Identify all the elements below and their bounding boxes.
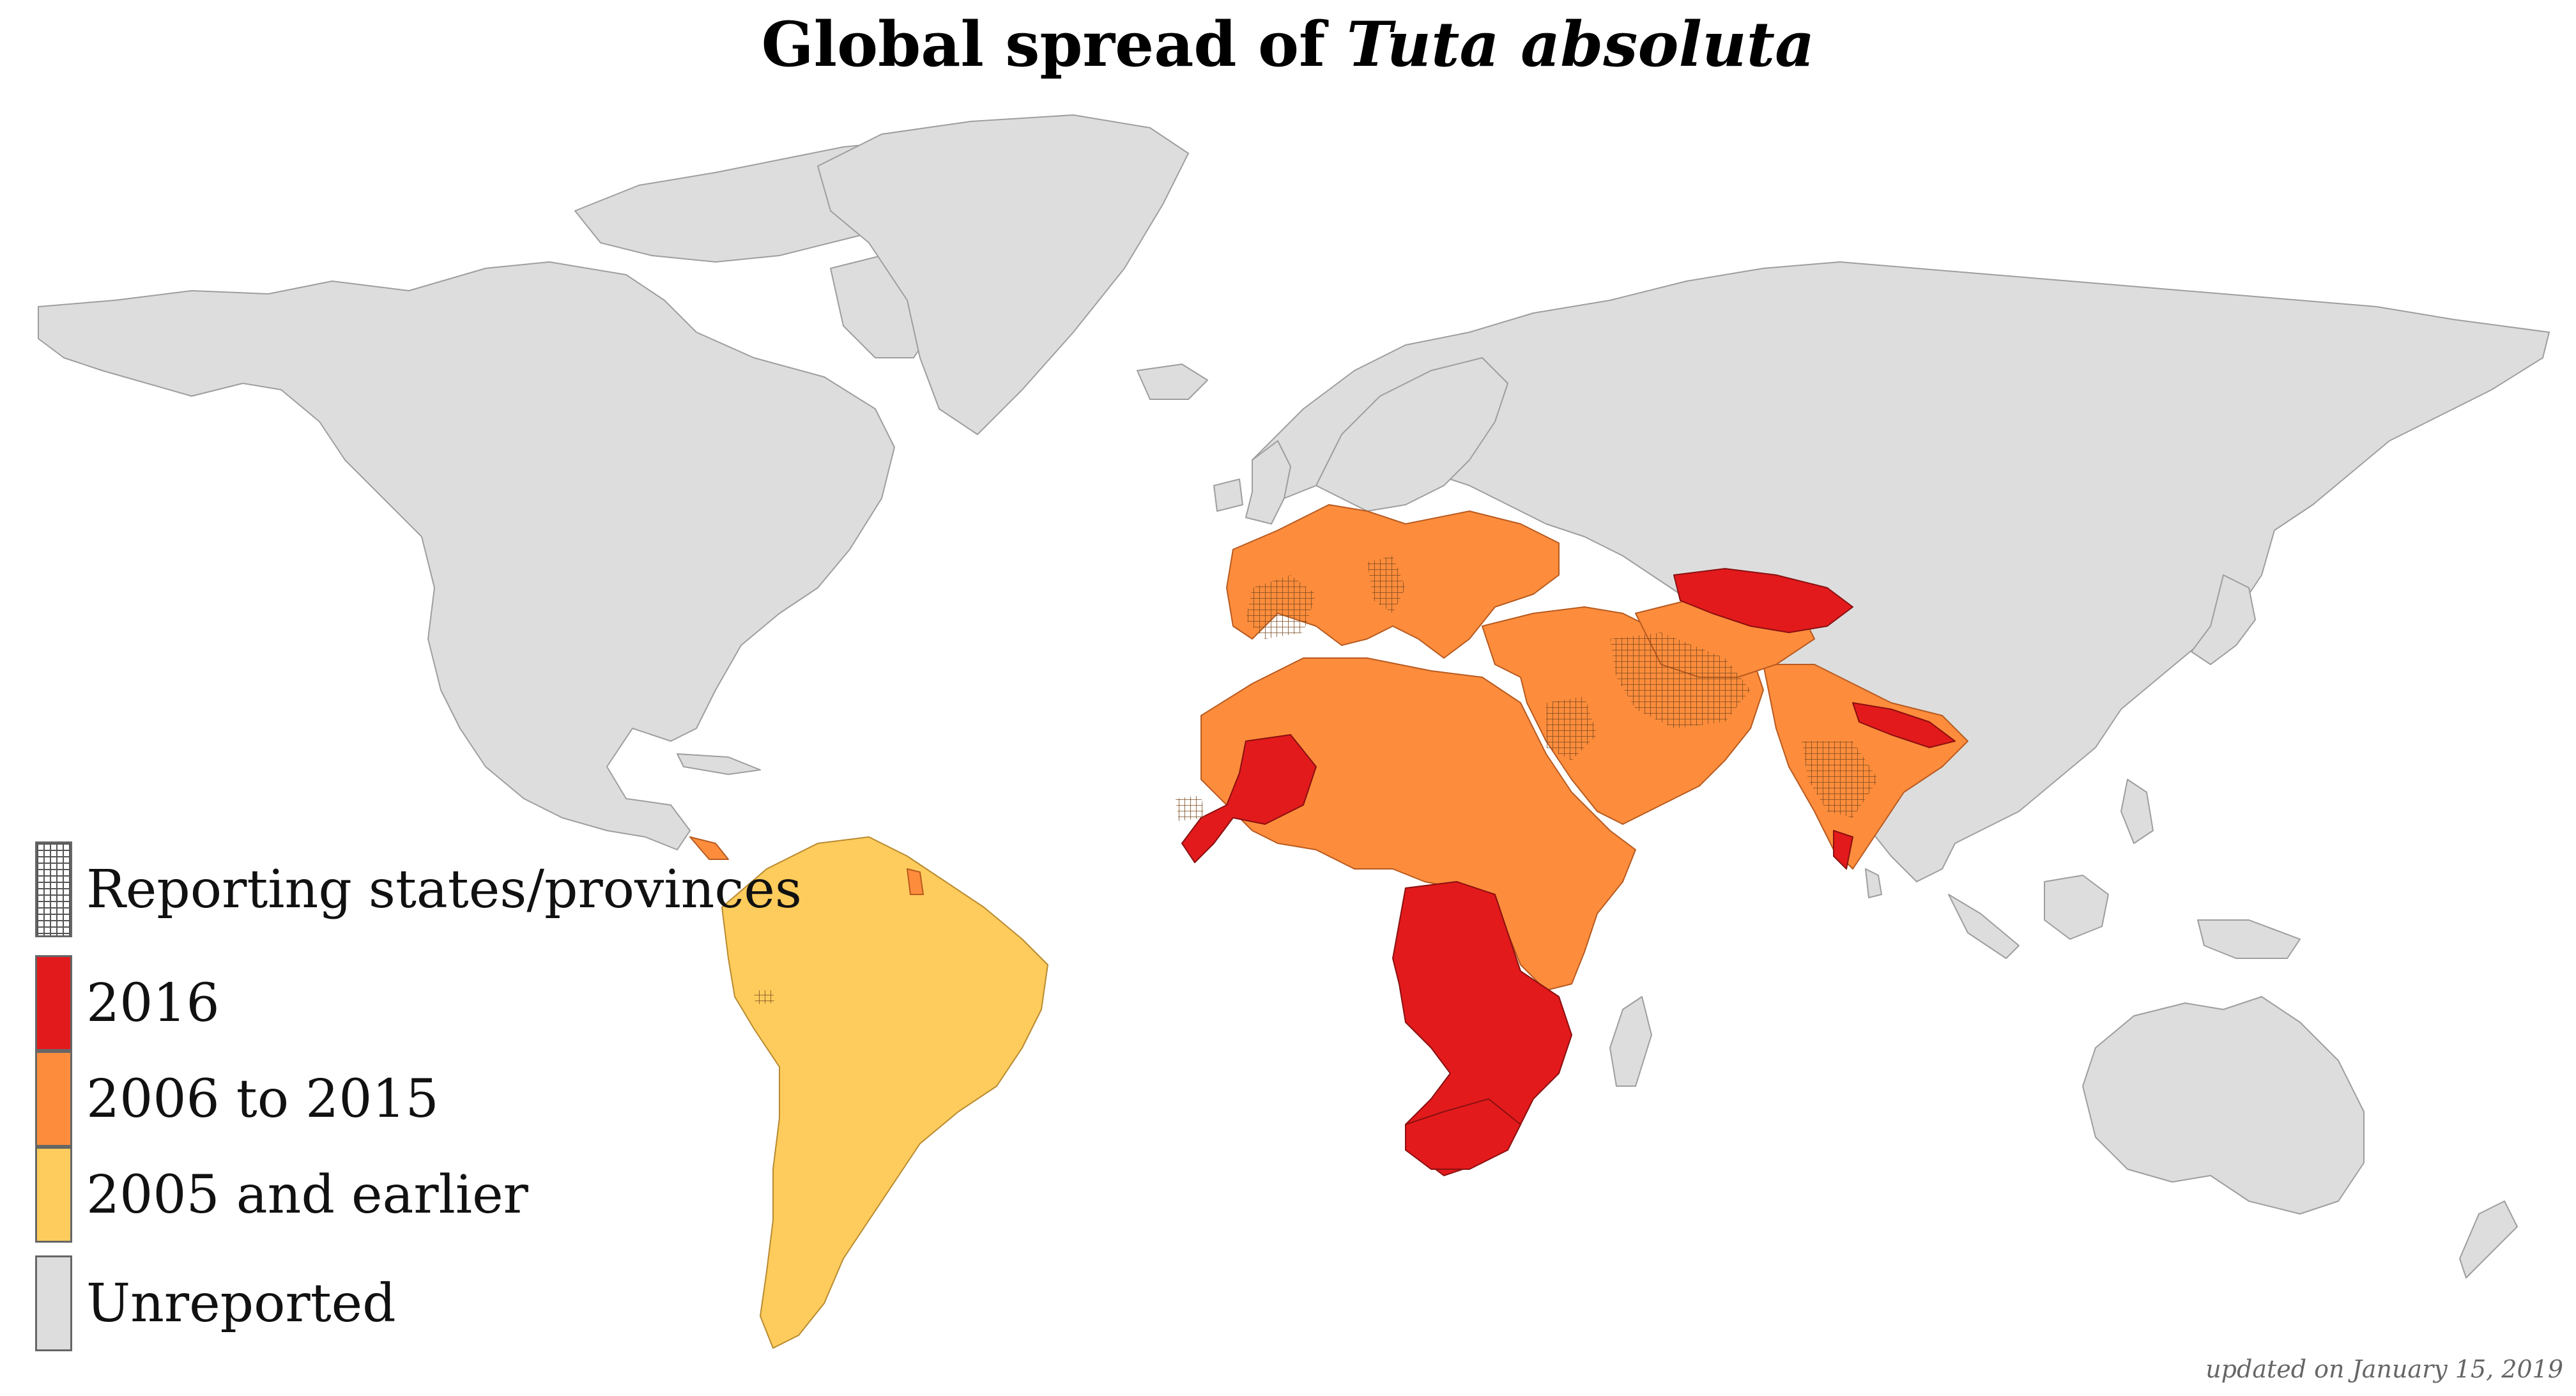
legend-item-2005-earlier: 2005 and earlier	[35, 1144, 528, 1246]
update-footnote: updated on January 15, 2019	[2205, 1355, 2563, 1383]
great-britain	[1245, 440, 1291, 525]
ireland	[1213, 479, 1243, 512]
hatch-india	[1802, 741, 1878, 818]
map-title: Global spread of Tuta absoluta	[0, 0, 2576, 89]
legend-swatch-2016	[35, 955, 72, 1051]
cuba	[677, 753, 761, 775]
hatch-senegal	[1176, 795, 1204, 821]
title-species: Tuta absoluta	[1346, 8, 1815, 81]
legend-label-unreported: Unreported	[86, 1273, 396, 1334]
legend-swatch-2006-2015	[35, 1051, 72, 1147]
south-africa	[1405, 1098, 1521, 1170]
legend-swatch-unreported	[35, 1255, 72, 1351]
nepal-bangladesh	[1852, 702, 1956, 748]
legend-label-2005-earlier: 2005 and earlier	[86, 1164, 528, 1225]
central-asia	[1673, 568, 1853, 633]
sumatra	[1948, 894, 2020, 959]
legend-label-2006-2015: 2006 to 2015	[86, 1068, 439, 1130]
legend-item-2016: 2016	[35, 952, 220, 1054]
borneo	[2044, 875, 2109, 940]
legend-item-unreported: Unreported	[35, 1252, 396, 1354]
hatch-middle-east	[1610, 633, 1751, 728]
eurasia	[1252, 261, 2550, 882]
legend-item-reporting: Reporting states/provinces	[35, 838, 802, 940]
title-prefix: Global spread of	[761, 8, 1326, 81]
scandinavia	[1315, 357, 1508, 512]
new-zealand	[2459, 1200, 2518, 1278]
mali	[1181, 734, 1317, 863]
legend-swatch-reporting	[35, 841, 72, 937]
hatch-spain	[1246, 575, 1316, 639]
legend-item-2006-2015: 2006 to 2015	[35, 1048, 439, 1150]
panama	[689, 836, 729, 860]
sri-lanka	[1865, 868, 1882, 898]
hatch-italy	[1367, 556, 1406, 613]
north-africa	[1200, 657, 1636, 991]
japan	[2191, 574, 2256, 665]
hatch-arabia	[1546, 696, 1597, 760]
south-india	[1833, 830, 1853, 870]
greenland	[817, 114, 1189, 435]
iceland	[1137, 364, 1208, 400]
madagascar	[1609, 996, 1652, 1087]
new-guinea	[2197, 919, 2301, 959]
south-america	[721, 836, 1048, 1349]
legend-label-2016: 2016	[86, 972, 220, 1034]
philippines	[2120, 779, 2154, 844]
legend-swatch-2005-earlier	[35, 1147, 72, 1243]
legend-label-reporting: Reporting states/provinces	[86, 859, 802, 920]
australia	[2082, 996, 2365, 1215]
hatch-peru	[754, 990, 774, 1004]
north-america	[38, 261, 895, 850]
french-guiana	[907, 868, 924, 895]
